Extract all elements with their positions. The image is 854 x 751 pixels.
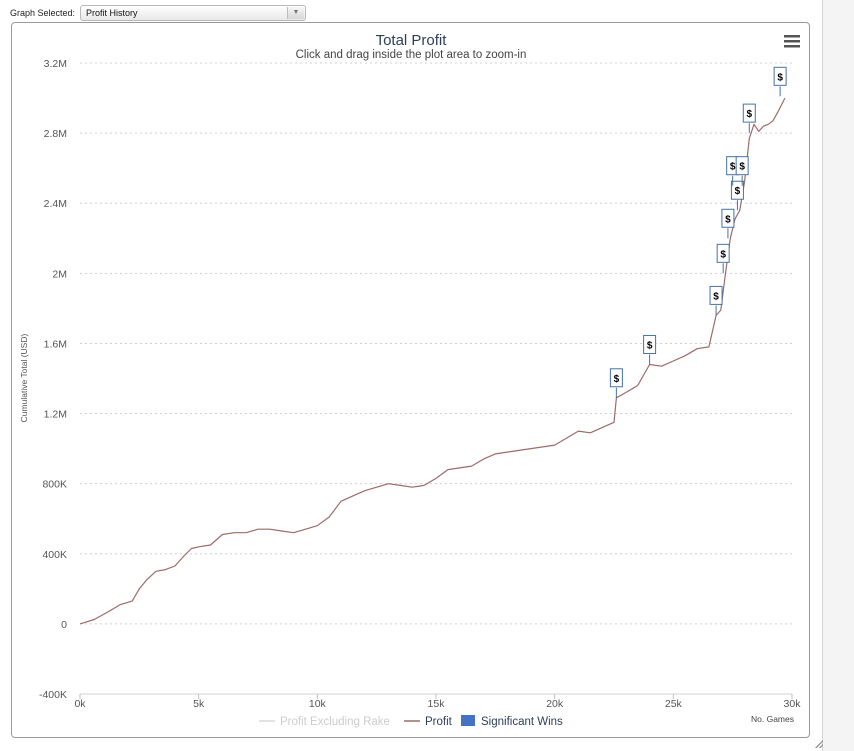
flag-label: $ bbox=[739, 162, 745, 173]
chart-legend: Profit Excluding Rake Profit Significant… bbox=[259, 715, 563, 728]
significant-win-flag[interactable]: $ bbox=[773, 66, 787, 97]
series-line-profit[interactable] bbox=[79, 97, 786, 625]
flag-box bbox=[709, 285, 723, 305]
legend-item-profit-excluding-rake[interactable]: Profit Excluding Rake bbox=[259, 716, 390, 728]
significant-win-flags: $$$$$$$ $$$ bbox=[609, 66, 787, 398]
x-tick-label: 10k bbox=[309, 698, 327, 710]
legend-item-profit[interactable]: Profit bbox=[404, 716, 453, 728]
window-scroll-gutter bbox=[822, 0, 854, 751]
flag-label: $ bbox=[614, 374, 620, 385]
x-tick-label: 25k bbox=[665, 698, 683, 710]
chart-title: Total Profit bbox=[376, 32, 448, 49]
significant-win-flag[interactable]: $ bbox=[709, 285, 723, 316]
flag-box bbox=[742, 103, 756, 123]
significant-win-flag[interactable]: $ bbox=[609, 368, 623, 398]
flag-label: $ bbox=[746, 109, 752, 120]
graph-select-dropdown[interactable]: Profit History ▼ bbox=[80, 5, 306, 21]
y-tick-label: 0 bbox=[61, 619, 67, 631]
legend-item-significant-wins[interactable]: Significant Wins bbox=[461, 715, 563, 728]
flag-label: $ bbox=[647, 340, 653, 351]
legend-label-significant-wins: Significant Wins bbox=[481, 716, 563, 728]
legend-swatch-significant-wins bbox=[461, 715, 475, 726]
flag-box bbox=[735, 156, 749, 176]
significant-win-flag[interactable]: $ bbox=[742, 103, 756, 134]
legend-label-excluding-rake: Profit Excluding Rake bbox=[280, 716, 390, 728]
graph-selected-label: Graph Selected: bbox=[10, 8, 76, 18]
flag-label: $ bbox=[720, 249, 726, 260]
y-tick-label: 3.2M bbox=[44, 58, 67, 70]
series-layer bbox=[79, 97, 786, 625]
top-bar: Graph Selected: Profit History ▼ bbox=[0, 0, 822, 22]
profit-chart[interactable]: -400K 0 400K 800K 1.2M 1.6M 2M 2.4M 2.8M 3.2M 0k 5… bbox=[0, 0, 822, 751]
y-tick-label: 2.8M bbox=[44, 128, 67, 140]
chevron-down-icon[interactable]: ▼ bbox=[287, 7, 304, 19]
significant-win-flag[interactable]: $ bbox=[735, 156, 749, 186]
flag-box bbox=[721, 208, 735, 228]
resize-grip-icon[interactable] bbox=[815, 740, 823, 748]
significant-win-flag[interactable]: $ bbox=[721, 208, 735, 239]
y-tick-label: 800K bbox=[42, 479, 67, 491]
flag-label: $ bbox=[777, 72, 783, 83]
x-tick-label: 30k bbox=[784, 698, 802, 710]
significant-win-flag[interactable]: $ bbox=[643, 334, 657, 365]
y-tick-label: -400K bbox=[39, 689, 67, 701]
x-tick-label: 15k bbox=[428, 698, 446, 710]
chart-panel bbox=[11, 22, 810, 738]
legend-label-profit: Profit bbox=[425, 716, 453, 728]
significant-win-flag[interactable]: $ bbox=[716, 243, 730, 274]
x-axis-ticks: 0k 5k 10k 15k 20k 25k 30k bbox=[74, 694, 801, 710]
flag-box bbox=[716, 243, 730, 263]
flag-label: $ bbox=[713, 291, 719, 302]
x-tick-label: 0k bbox=[74, 698, 86, 710]
flag-box bbox=[609, 368, 623, 388]
significant-win-flag[interactable]: $ bbox=[730, 180, 744, 211]
x-axis-label: No. Games bbox=[751, 714, 794, 724]
y-tick-label: 400K bbox=[42, 549, 67, 561]
menu-icon[interactable] bbox=[784, 35, 800, 48]
y-tick-label: 1.2M bbox=[44, 409, 67, 421]
graph-select-value: Profit History bbox=[86, 8, 138, 18]
y-axis-ticks: -400K 0 400K 800K 1.2M 1.6M 2M 2.4M 2.8M 3.2M bbox=[39, 58, 67, 701]
y-axis-label: Cumulative Total (USD) bbox=[19, 334, 29, 423]
x-tick-label: 5k bbox=[193, 698, 205, 710]
x-tick-label: 20k bbox=[546, 698, 564, 710]
grid-lines bbox=[80, 62, 792, 695]
flag-label: $ bbox=[735, 186, 741, 197]
flag-label: $ bbox=[725, 214, 731, 225]
flag-box bbox=[730, 180, 744, 200]
flag-box bbox=[773, 66, 787, 86]
y-tick-label: 2M bbox=[52, 268, 67, 280]
flag-label: $ bbox=[730, 162, 736, 173]
y-tick-label: 1.6M bbox=[44, 338, 67, 350]
flag-box bbox=[643, 334, 657, 354]
y-tick-label: 2.4M bbox=[44, 198, 67, 210]
chart-subtitle: Click and drag inside the plot area to z… bbox=[296, 49, 527, 61]
